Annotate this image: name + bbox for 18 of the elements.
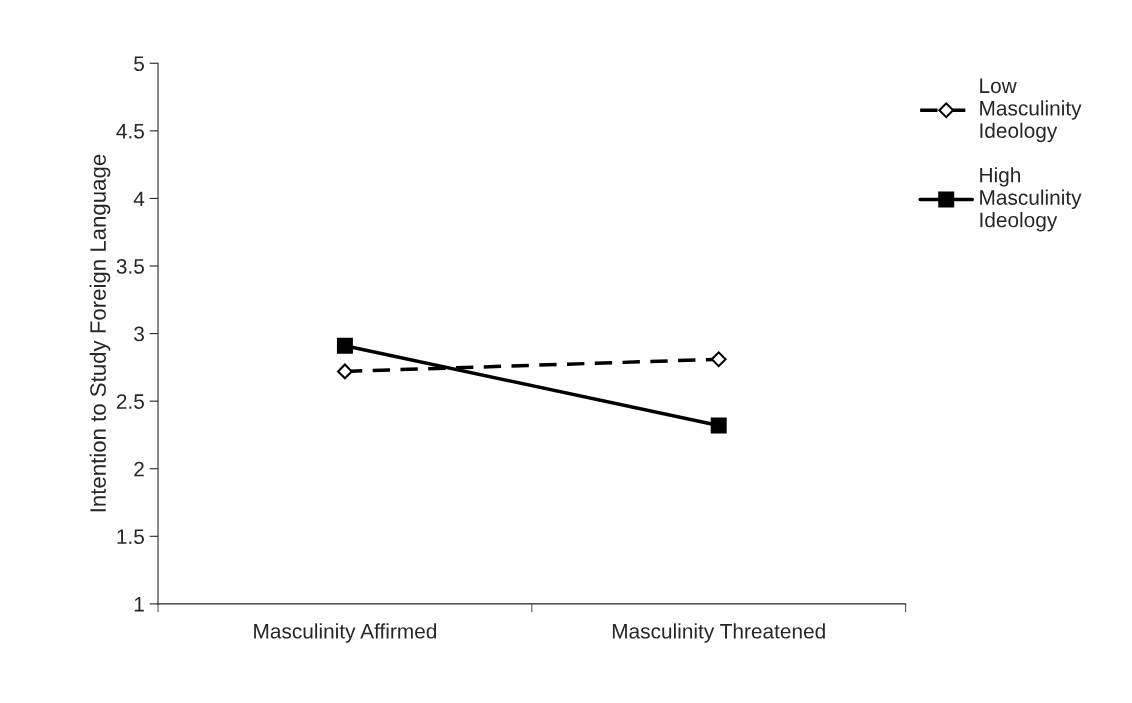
y-axis-title: Intention to Study Foreign Language bbox=[89, 154, 111, 512]
y-tick-label: 4.5 bbox=[116, 124, 144, 139]
y-tick-label: 4 bbox=[133, 191, 145, 206]
y-tick-label: 1.5 bbox=[117, 529, 144, 545]
y-tick-label: 5 bbox=[134, 56, 144, 72]
y-tick-label: 2 bbox=[134, 461, 144, 477]
y-tick-label: 3.5 bbox=[116, 259, 144, 274]
x-tick-label: Masculinity Threatened bbox=[612, 623, 825, 643]
y-tick-label: 1 bbox=[134, 597, 144, 612]
point bbox=[336, 337, 353, 354]
x-tick-label: Masculinity Affirmed bbox=[254, 623, 437, 643]
legend-label: Low Masculinity Ideology bbox=[980, 78, 1082, 143]
y-tick-label: 3 bbox=[134, 326, 144, 342]
point bbox=[710, 351, 727, 368]
point bbox=[337, 363, 353, 380]
point bbox=[710, 417, 727, 434]
y-tick-label: 2.5 bbox=[116, 394, 144, 409]
legend-label: High Masculinity Ideology bbox=[980, 167, 1082, 232]
